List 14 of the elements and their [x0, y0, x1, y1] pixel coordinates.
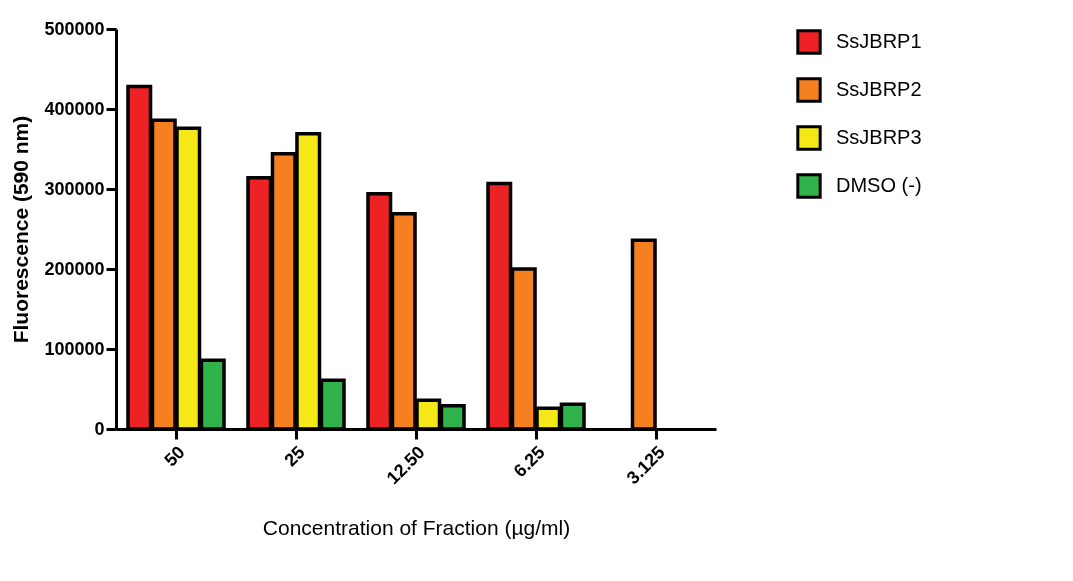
y-tick-label: 0 — [94, 418, 105, 439]
x-tick-label: 50 — [160, 442, 189, 471]
legend-label: SsJBRP1 — [836, 30, 922, 52]
y-tick-label: 500000 — [44, 18, 105, 39]
x-tick-label: 25 — [280, 442, 309, 471]
legend-label: DMSO (-) — [836, 174, 922, 196]
y-axis-title: Fluorescence (590 nm) — [9, 115, 33, 344]
y-tick-label: 200000 — [44, 258, 105, 279]
legend-label: SsJBRP3 — [836, 126, 922, 148]
y-tick-label: 100000 — [44, 338, 105, 359]
x-axis-title: Concentration of Fraction (µg/ml) — [262, 516, 571, 540]
y-tick-label: 400000 — [44, 98, 105, 119]
y-tick-label: 300000 — [44, 178, 105, 199]
legend-label: SsJBRP2 — [836, 78, 922, 100]
